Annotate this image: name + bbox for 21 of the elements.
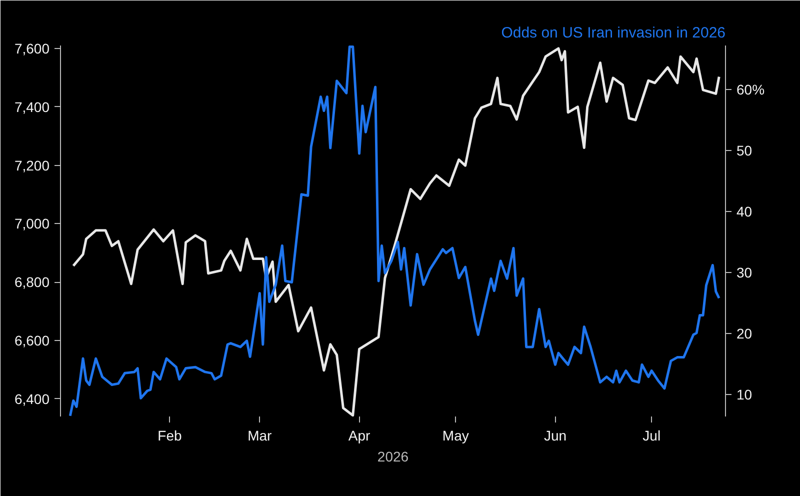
y-tick-label: 6,600	[14, 332, 50, 349]
y2-tick-label: 30	[736, 264, 752, 280]
x-axis-title: 2026	[377, 448, 409, 464]
x-tick-label: Apr	[348, 428, 370, 444]
x-tick-label: Mar	[248, 428, 272, 444]
x-tick-label: May	[442, 428, 469, 444]
y-tick-label: 7,200	[14, 157, 50, 174]
text: Odds on US Iran invasion in 2026	[501, 24, 726, 42]
y2-tick-label: 60%	[736, 81, 765, 98]
y2-tick-label: 20	[736, 326, 752, 342]
y-tick-label: 7,400	[14, 98, 50, 115]
y-tick-label: 7,000	[14, 216, 50, 232]
y-tick-label: 6,800	[14, 274, 50, 290]
x-tick-label: Jul	[642, 428, 661, 444]
y2-tick-label: 40	[736, 203, 752, 220]
x-tick-label: Feb	[158, 428, 182, 444]
y-tick-label: 7,600	[14, 40, 50, 56]
y2-tick-label: 10	[736, 386, 752, 403]
y2-tick-label: 50	[736, 142, 752, 158]
x-tick-label: Jun	[544, 428, 567, 444]
y-tick-label: 6,400	[14, 390, 50, 407]
